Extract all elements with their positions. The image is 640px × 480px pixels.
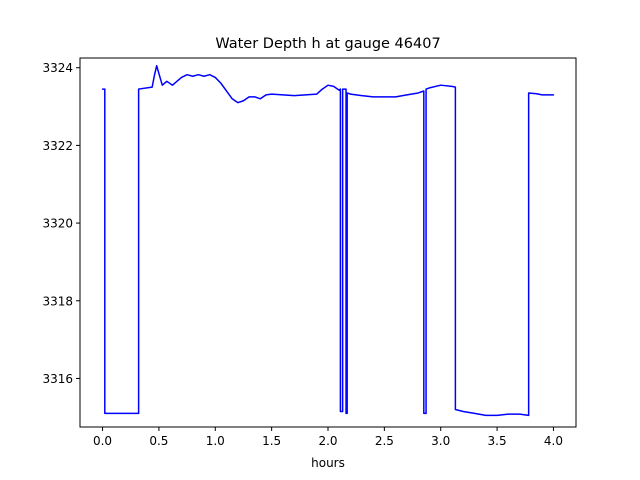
chart-title: Water Depth h at gauge 46407: [215, 36, 440, 52]
x-tick-label: 2.0: [318, 434, 337, 448]
x-tick-label: 0.0: [93, 434, 112, 448]
y-tick-label: 3322: [42, 139, 73, 153]
x-tick-label: 3.0: [431, 434, 450, 448]
x-tick-label: 2.5: [375, 434, 394, 448]
y-tick-label: 3316: [42, 372, 73, 386]
y-tick-label: 3324: [42, 61, 73, 75]
y-tick-label: 3318: [42, 294, 73, 308]
plot-area: [101, 65, 555, 417]
x-tick-label: 4.0: [544, 434, 563, 448]
x-tick-label: 1.0: [206, 434, 225, 448]
x-axis-label: hours: [311, 456, 345, 470]
x-tick-label: 0.5: [149, 434, 168, 448]
x-tick-label: 3.5: [488, 434, 507, 448]
water-depth-series-line: [101, 65, 555, 417]
y-axis-ticks: 3316 3318 3320 3322 3324: [42, 61, 80, 386]
x-axis-ticks: 0.0 0.5 1.0 1.5 2.0 2.5 3.0 3.5 4.0: [93, 427, 563, 448]
x-tick-label: 1.5: [262, 434, 281, 448]
y-tick-label: 3320: [42, 217, 73, 231]
plot-frame: [79, 57, 577, 428]
